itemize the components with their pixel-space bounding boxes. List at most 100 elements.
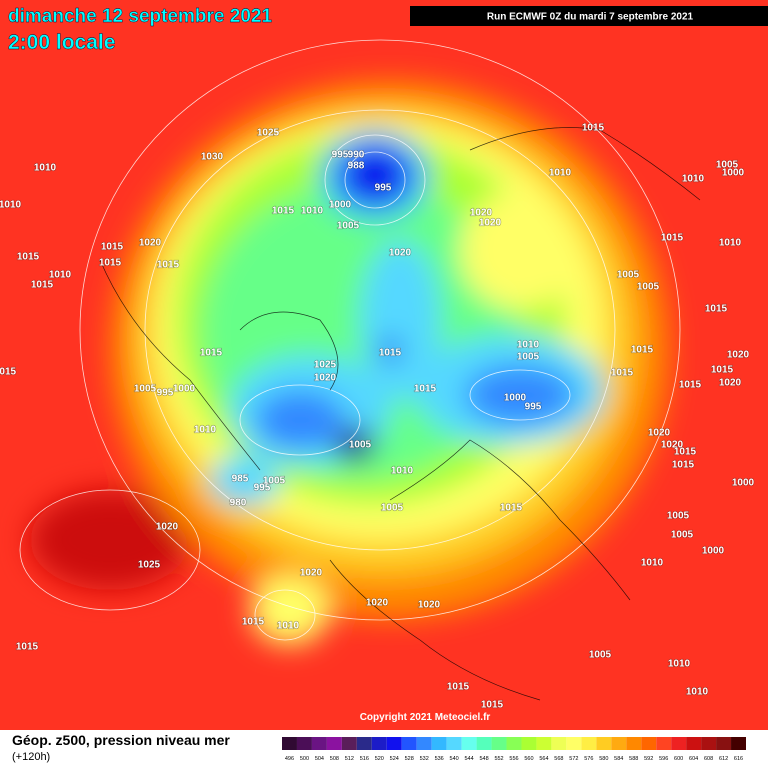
colorbar-swatch (311, 737, 327, 750)
isobar-label: 1000 (702, 546, 725, 557)
colorbar-swatch (476, 737, 492, 750)
isobar-label: 1015 (481, 700, 504, 711)
isobar-label: 1005 (617, 270, 640, 281)
colorbar-label: 560 (524, 756, 533, 762)
isobar-label: 1015 (672, 460, 695, 471)
isobar-label: 1005 (671, 530, 694, 541)
isobar-label: 1005 (349, 440, 372, 451)
colorbar-label: 612 (719, 756, 728, 762)
isobar-label: 1015 (101, 242, 124, 253)
isobar-label: 1015 (17, 252, 40, 263)
colorbar-label: 520 (375, 756, 384, 762)
colorbar-swatch (626, 737, 642, 750)
colorbar-swatch (641, 737, 657, 750)
isobar-label: 1020 (139, 238, 162, 249)
colorbar-label: 576 (584, 756, 593, 762)
colorbar-swatch (686, 737, 702, 750)
isobar-label: 1015 (157, 260, 180, 271)
isobar-label: 1020 (314, 373, 337, 384)
colorbar-label: 592 (644, 756, 653, 762)
colorbar-label: 528 (405, 756, 414, 762)
isobar-label: 1020 (156, 522, 179, 533)
isobar-label: 1020 (727, 350, 750, 361)
colorbar-label: 608 (704, 756, 713, 762)
colorbar-swatch (282, 737, 297, 750)
isobar-label: 1010 (686, 687, 709, 698)
isobar-label: 995 (375, 183, 392, 194)
isobar-label: 1015 (711, 365, 734, 376)
isobar-label: 1015 (705, 304, 728, 315)
isobar-label: 1010 (517, 340, 540, 351)
isobar-label: 1010 (549, 168, 572, 179)
colorbar-swatch (581, 737, 597, 750)
colorbar-label: 504 (315, 756, 324, 762)
isobar-label: 990 (348, 150, 365, 161)
isobar-label: 1010 (0, 200, 22, 211)
colorbar-swatch (371, 737, 387, 750)
colorbar-label: 524 (390, 756, 399, 762)
colorbar-swatch (416, 737, 432, 750)
isobar-label: 1005 (589, 650, 612, 661)
isobar-label: 1015 (242, 617, 265, 628)
colorbar-label: 564 (539, 756, 548, 762)
colorbar-swatch (461, 737, 477, 750)
colorbar-label: 596 (659, 756, 668, 762)
isobar-label: 1015 (99, 258, 122, 269)
isobar-label: 1015 (500, 503, 523, 514)
colorbar-swatch (431, 737, 447, 750)
isobar-label: 1010 (641, 558, 664, 569)
run-info: Run ECMWF 0Z du mardi 7 septembre 2021 (487, 12, 694, 23)
colorbar-swatch (566, 737, 582, 750)
isobar-label: 1020 (648, 428, 671, 439)
colorbar-label: 500 (300, 756, 309, 762)
field: Run ECMWF 0Z du mardi 7 septembre 2021 d… (0, 0, 768, 730)
isobar-label: 1000 (732, 478, 755, 489)
colorbar-label: 544 (465, 756, 474, 762)
isobar-label: 1015 (379, 348, 402, 359)
colorbar-label: 508 (330, 756, 339, 762)
isobar-label: 1015 (611, 368, 634, 379)
footer-title: Géop. z500, pression niveau mer (12, 732, 230, 748)
isobar-label: 1015 (414, 384, 437, 395)
colorbar-swatch (521, 737, 537, 750)
colorbar: 496 500 504 508 512 516 520 524 528 532 536 540 544 5… (282, 737, 746, 762)
isobar-label: 1005 (381, 503, 404, 514)
colorbar-label: 600 (674, 756, 683, 762)
isobar-label: 995 (157, 388, 174, 399)
isobar-label: 980 (230, 498, 247, 509)
colorbar-label: 568 (554, 756, 563, 762)
copyright: Copyright 2021 Meteociel.fr (360, 712, 491, 723)
isobar-label: 1015 (582, 123, 605, 134)
isobar-label: 1020 (418, 600, 441, 611)
colorbar-label: 616 (734, 756, 743, 762)
colorbar-label: 548 (479, 756, 488, 762)
isobar-label: 1010 (34, 163, 57, 174)
isobar-label: 1025 (314, 360, 337, 371)
isobar-label: 1005 (517, 352, 540, 363)
isobar-label: 1005 (263, 476, 286, 487)
colorbar-label: 496 (285, 756, 294, 762)
colorbar-swatch (656, 737, 672, 750)
isobar-label: 1005 (716, 160, 739, 171)
colorbar-swatch (326, 737, 342, 750)
isobar-label: 1010 (668, 659, 691, 670)
isobar-label: 1000 (722, 168, 745, 179)
colorbar-swatch (491, 737, 507, 750)
colorbar-label: 540 (450, 756, 459, 762)
isobar-label: 1020 (470, 208, 493, 219)
footer-lead: (+120h) (12, 751, 50, 763)
isobar-label: 1010 (49, 270, 72, 281)
isobar-label: 1010 (301, 206, 324, 217)
isobar-label: 988 (348, 161, 365, 172)
isobar-label: 995 (254, 483, 271, 494)
isobar-label: 1005 (134, 384, 157, 395)
isobar-label: 1020 (366, 598, 389, 609)
colorbar-swatch (296, 737, 312, 750)
colorbar-label: 532 (420, 756, 429, 762)
isobar-label: 1000 (173, 384, 196, 395)
isobar-label: 1010 (194, 425, 217, 436)
colorbar-swatch (386, 737, 402, 750)
colorbar-label: 552 (494, 756, 503, 762)
isobar-label: 1015 (0, 367, 17, 378)
